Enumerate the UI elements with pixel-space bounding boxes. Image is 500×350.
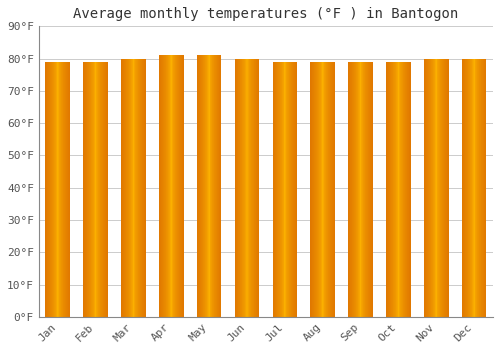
Title: Average monthly temperatures (°F ) in Bantogon: Average monthly temperatures (°F ) in Ba… [74,7,458,21]
